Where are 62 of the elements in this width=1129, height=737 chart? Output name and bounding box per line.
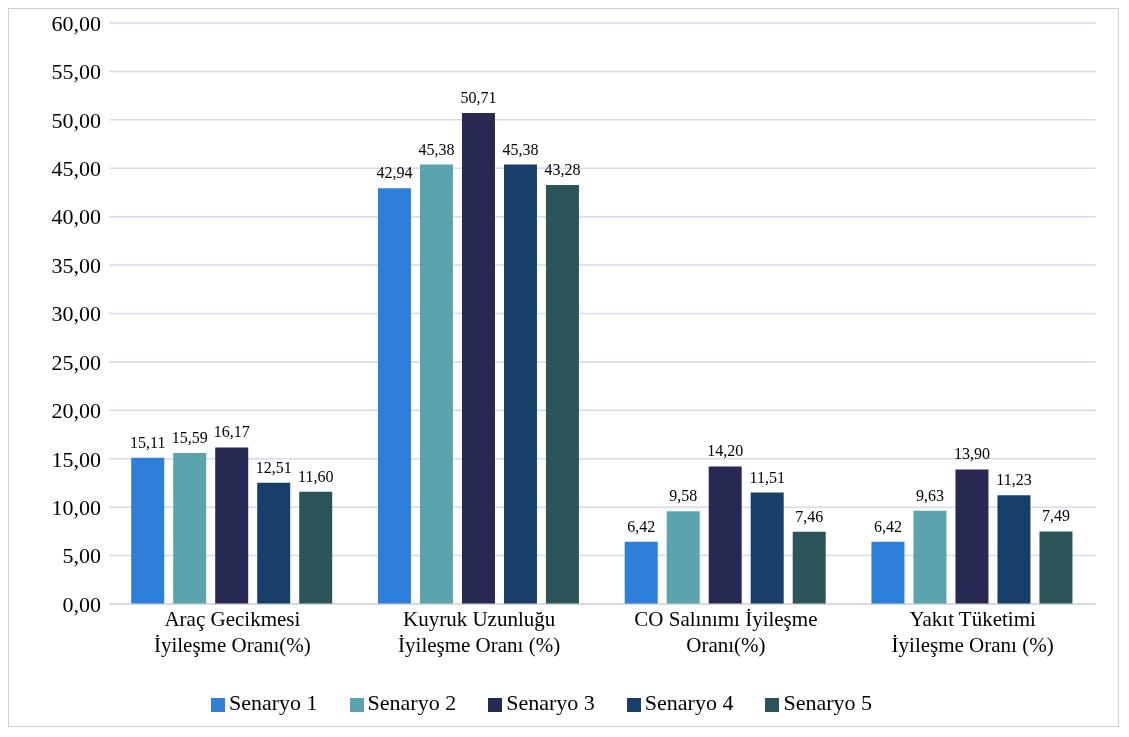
bar: [750, 492, 784, 604]
data-label: 15,59: [171, 429, 208, 447]
data-label: 14,20: [707, 442, 744, 460]
data-label: 7,46: [795, 507, 824, 525]
bar: [624, 541, 658, 604]
bar: [299, 491, 333, 604]
y-tick-label: 55,00: [51, 59, 101, 85]
y-tick-label: 20,00: [51, 398, 101, 424]
data-label: 43,28: [544, 160, 581, 178]
y-tick-label: 45,00: [51, 156, 101, 182]
y-tick-label: 5,00: [62, 543, 101, 569]
x-tick-label: Kuyruk Uzunluğu İyileşme Oranı (%): [398, 607, 561, 657]
data-label: 45,38: [502, 140, 539, 158]
y-tick-label: 35,00: [51, 252, 101, 278]
legend-label: Senaryo 1: [229, 690, 318, 715]
data-label: 7,49: [1041, 507, 1070, 525]
legend-label: Senaryo 5: [783, 690, 872, 715]
y-tick-label: 0,00: [62, 591, 101, 617]
data-label: 11,51: [749, 468, 785, 486]
data-label: 16,17: [213, 423, 250, 441]
data-label: 13,90: [953, 445, 990, 463]
legend-label: Senaryo 2: [367, 690, 457, 715]
bar: [419, 164, 453, 604]
x-tick-label: Yakıt Tüketimi İyileşme Oranı (%): [891, 607, 1054, 657]
bar: [913, 510, 947, 604]
bar: [173, 453, 207, 604]
y-tick-label: 10,00: [51, 494, 101, 520]
data-label: 15,11: [130, 433, 166, 451]
legend-label: Senaryo 4: [644, 690, 734, 715]
y-tick-label: 25,00: [51, 349, 101, 375]
y-tick-label: 15,00: [51, 446, 101, 472]
data-label: 50,71: [460, 88, 497, 106]
bar: [377, 188, 411, 604]
bar: [461, 112, 495, 604]
x-tick-label: Araç Gecikmesi İyileşme Oranı(%): [153, 607, 311, 657]
bar: [792, 531, 826, 604]
legend-label: Senaryo 3: [506, 690, 595, 715]
data-label: 6,42: [627, 517, 656, 535]
data-label: 11,23: [996, 471, 1032, 489]
bar: [1039, 531, 1073, 604]
data-label: 9,58: [669, 487, 698, 505]
data-label: 11,60: [298, 467, 334, 485]
bar: [666, 511, 700, 604]
data-label: 45,38: [418, 140, 455, 158]
bar: [997, 495, 1031, 604]
bar: [545, 184, 579, 604]
data-label: 6,42: [873, 517, 902, 535]
bar: [131, 457, 165, 604]
y-tick-label: 30,00: [51, 301, 101, 327]
bar: [871, 541, 905, 604]
bar: [708, 466, 742, 604]
data-label: 42,94: [376, 164, 413, 182]
bar: [955, 469, 989, 604]
bar: [503, 164, 537, 604]
y-tick-label: 40,00: [51, 204, 101, 230]
x-tick-label: CO Salınımı İyileşme Oranı(%): [634, 607, 818, 657]
y-tick-label: 60,00: [51, 10, 101, 36]
data-label: 12,51: [255, 458, 292, 476]
data-label: 9,63: [915, 486, 944, 504]
bar: [257, 482, 291, 604]
y-tick-label: 50,00: [51, 107, 101, 133]
bar: [215, 447, 249, 604]
